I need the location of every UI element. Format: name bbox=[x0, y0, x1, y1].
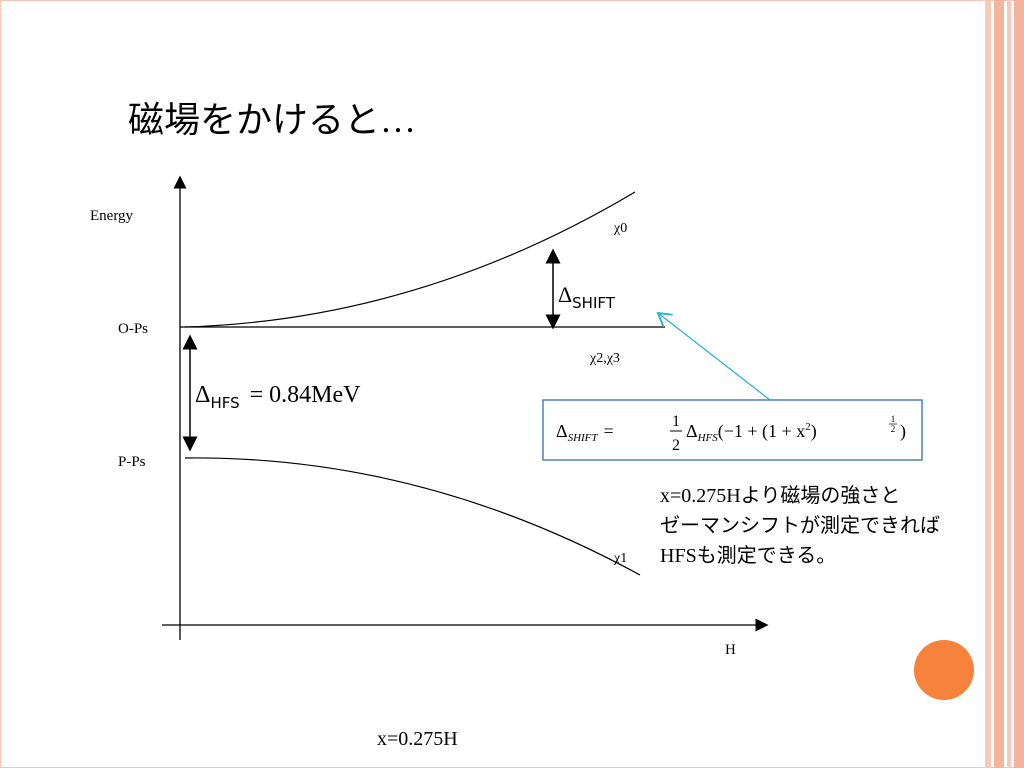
subscript: HFS bbox=[210, 394, 239, 412]
formula: ΔSHIFT = bbox=[556, 421, 614, 444]
f-part: = bbox=[604, 421, 614, 441]
formula: ΔHFS(−1 + (1 + x2) bbox=[686, 421, 817, 444]
symbol: Δ bbox=[558, 282, 572, 307]
formula-box bbox=[542, 399, 923, 461]
f-frac-den: 2 bbox=[672, 437, 680, 454]
curve-label: χ1 bbox=[613, 551, 627, 566]
subscript: SHIFT bbox=[572, 294, 616, 312]
bottom-label: x=0.275H bbox=[377, 728, 458, 750]
f-sub: SHIFT bbox=[568, 432, 599, 444]
f-part: Δ bbox=[556, 421, 568, 441]
curve-label: χ0 bbox=[613, 221, 627, 236]
f-exp-den: 2 bbox=[891, 424, 896, 434]
stripe bbox=[994, 0, 1004, 768]
stripe bbox=[1014, 0, 1024, 768]
shift-label: ΔSHIFT bbox=[558, 282, 616, 312]
f-part: (−1 + (1 + x bbox=[718, 421, 805, 442]
note-line: ゼーマンシフトが測定できれば bbox=[660, 514, 940, 537]
symbol: Δ bbox=[195, 382, 210, 408]
slide-title: 磁場をかけると… bbox=[128, 100, 416, 140]
stripe bbox=[1007, 0, 1011, 768]
axis-label: Energy bbox=[90, 208, 134, 224]
callout-line bbox=[658, 313, 771, 401]
stripe bbox=[985, 0, 991, 768]
f-part: Δ bbox=[686, 421, 698, 441]
note-line: x=0.275Hより磁場の強さと bbox=[660, 484, 900, 507]
f-sup: 2 bbox=[805, 421, 811, 433]
hfs-label: ΔHFS = 0.84MeV bbox=[195, 382, 361, 412]
curve-label: χ2,χ3 bbox=[589, 351, 620, 366]
axis-label: H bbox=[725, 642, 736, 658]
f-part: ) bbox=[811, 421, 817, 442]
decor-circle bbox=[914, 640, 974, 700]
f-sub: HFS bbox=[697, 432, 719, 444]
f-part: ) bbox=[900, 421, 906, 442]
note-line: HFSも測定できる。 bbox=[660, 544, 836, 567]
level-label: O-Ps bbox=[118, 321, 148, 337]
curve bbox=[184, 457, 641, 576]
curve bbox=[184, 191, 636, 328]
level-label: P-Ps bbox=[118, 454, 146, 470]
f-frac-num: 1 bbox=[672, 413, 680, 430]
f-exp-num: 1 bbox=[891, 414, 896, 424]
hfs-value: = 0.84MeV bbox=[250, 382, 362, 408]
